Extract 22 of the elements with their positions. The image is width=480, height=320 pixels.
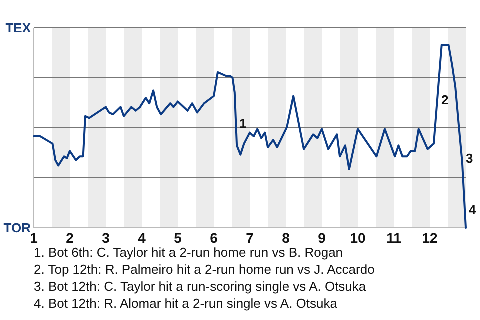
x-tick-label: 7 (246, 230, 254, 246)
x-tick-label: 1 (30, 230, 38, 246)
x-tick-label: 4 (138, 230, 146, 246)
x-tick-label: 9 (318, 230, 326, 246)
text: 4. Bot 12th: R. Alomar hit a 2-run single vs A. Otsuka (34, 296, 338, 311)
text: 3. Bot 12th: C. Taylor hit a run-scoring single vs A. Otsuka (34, 279, 367, 294)
x-tick-label: 5 (174, 230, 182, 246)
annotation: 2 (442, 92, 449, 108)
x-tick-label: 11 (386, 230, 402, 246)
x-tick-label: 6 (210, 230, 218, 246)
x-tick-label: 12 (422, 230, 438, 246)
text: 2. Top 12th: R. Palmeiro hit a 2-run home run vs J. Accardo (34, 262, 375, 277)
text: TEX (6, 20, 32, 36)
x-tick-label: 2 (66, 230, 74, 246)
annotation: 4 (468, 202, 477, 218)
text: TOR (4, 220, 32, 236)
x-tick-label: 10 (350, 230, 366, 246)
x-tick-label: 8 (282, 230, 290, 246)
text: 1. Bot 6th: C. Taylor hit a 2-run home run vs B. Rogan (34, 245, 344, 260)
x-tick-label: 3 (102, 230, 110, 246)
annotation: 3 (466, 151, 474, 166)
annotation: 1 (240, 116, 247, 132)
